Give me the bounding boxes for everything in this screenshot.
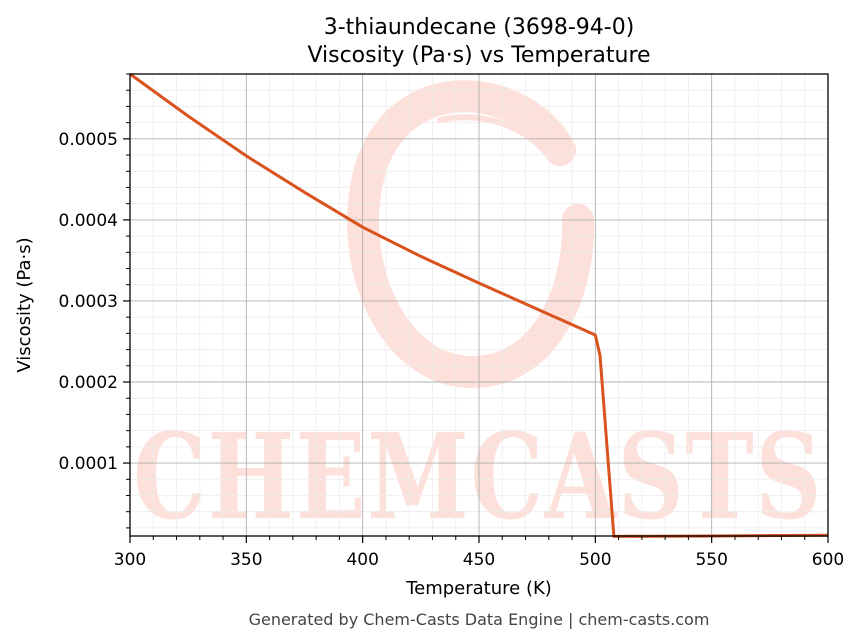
y-tick-label: 0.0001 <box>59 454 118 474</box>
x-tick-label: 550 <box>695 550 727 570</box>
chart-title-line1: 3-thiaundecane (3698-94-0) <box>324 15 635 40</box>
y-tick-label: 0.0005 <box>59 130 118 150</box>
x-tick-label: 500 <box>579 550 611 570</box>
y-tick-label: 0.0003 <box>59 292 118 312</box>
y-tick-labels: 0.0001 0.0002 0.0003 0.0004 0.0005 <box>59 130 118 474</box>
x-tick-label: 450 <box>463 550 495 570</box>
y-tick-label: 0.0004 <box>59 211 118 231</box>
y-tick-label: 0.0002 <box>59 373 118 393</box>
chart-title-line2: Viscosity (Pa·s) vs Temperature <box>307 43 650 68</box>
watermark-text: CHEMCASTS <box>133 407 823 546</box>
tick-marks <box>123 73 829 543</box>
footer-credit: Generated by Chem-Casts Data Engine | ch… <box>249 610 710 629</box>
x-axis-label: Temperature (K) <box>405 578 552 599</box>
x-tick-label: 400 <box>346 550 378 570</box>
y-axis-label: Viscosity (Pa·s) <box>14 237 35 372</box>
x-tick-label: 300 <box>114 550 146 570</box>
x-tick-label: 350 <box>230 550 262 570</box>
x-tick-label: 600 <box>812 550 844 570</box>
x-tick-labels: 300 350 400 450 500 550 600 <box>114 550 844 570</box>
